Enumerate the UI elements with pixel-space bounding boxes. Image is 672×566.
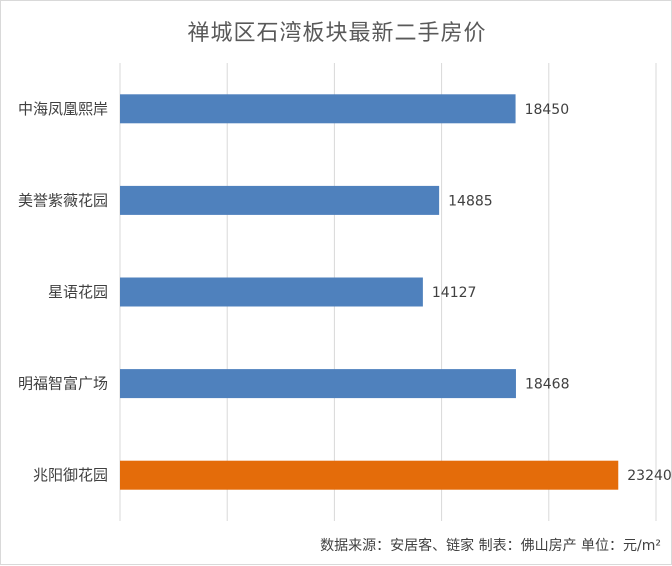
bar: [120, 460, 619, 490]
bar: [120, 369, 516, 399]
chart-title: 禅城区石湾板块最新二手房价: [187, 21, 487, 46]
category-label: 兆阳御花园: [33, 466, 108, 484]
value-label: 23240: [627, 468, 672, 484]
category-label: 明福智富广场: [18, 375, 108, 393]
bar: [120, 94, 516, 124]
bar: [120, 185, 440, 215]
labels: 中海凤凰熙岸 18450 美誉紫薇花园 14885 星语花园 14127 明福智富广场 184…: [18, 100, 672, 484]
value-label: 18468: [525, 377, 570, 393]
category-label: 星语花园: [48, 283, 108, 301]
value-label: 18450: [525, 102, 570, 118]
category-label: 美誉紫薇花园: [18, 191, 108, 209]
source-note: 数据来源：安居客、链家 制表：佛山房产 单位：元/m²: [320, 538, 661, 554]
value-label: 14885: [448, 193, 493, 209]
bars: [120, 94, 619, 490]
category-label: 中海凤凰熙岸: [18, 100, 108, 118]
bar: [120, 277, 423, 307]
value-label: 14127: [432, 285, 477, 301]
